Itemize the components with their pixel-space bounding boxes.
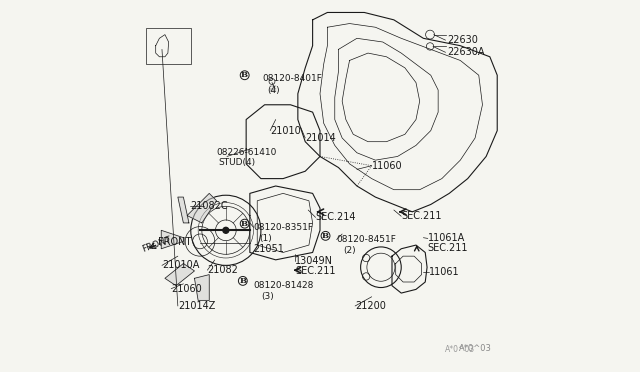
Text: 08120-8351F: 08120-8351F [253, 223, 314, 232]
Text: 08120-8401F: 08120-8401F [263, 74, 323, 83]
Text: 11061A: 11061A [428, 233, 465, 243]
Polygon shape [195, 275, 209, 301]
Text: 08120-81428: 08120-81428 [253, 281, 314, 290]
Polygon shape [178, 197, 189, 223]
Text: 21014: 21014 [305, 133, 336, 143]
Polygon shape [187, 193, 216, 223]
Text: 11060: 11060 [372, 161, 403, 171]
Text: 21200: 21200 [355, 301, 386, 311]
Text: 11061: 11061 [429, 267, 460, 277]
Circle shape [223, 227, 229, 233]
Text: SEC.211: SEC.211 [295, 266, 335, 276]
Text: SEC.211: SEC.211 [401, 211, 442, 221]
Text: 21051: 21051 [253, 244, 284, 254]
Text: (3): (3) [262, 292, 275, 301]
Text: B: B [241, 71, 248, 79]
Text: FRONT: FRONT [141, 235, 173, 254]
Text: (1): (1) [259, 234, 272, 243]
Text: 21010A: 21010A [162, 260, 199, 270]
Text: STUD(4): STUD(4) [218, 157, 255, 167]
Text: 13049N: 13049N [295, 256, 333, 266]
Text: (2): (2) [343, 246, 356, 255]
Polygon shape [161, 230, 184, 249]
Text: 21082: 21082 [207, 265, 238, 275]
Text: B: B [239, 277, 246, 285]
Text: 21014Z: 21014Z [178, 301, 215, 311]
Text: 22630A: 22630A [447, 47, 485, 57]
Text: B: B [322, 232, 329, 240]
Text: FRONT: FRONT [157, 237, 191, 247]
Text: SEC.211: SEC.211 [428, 243, 468, 253]
Text: 21082C: 21082C [190, 201, 228, 211]
Text: (4): (4) [268, 86, 280, 94]
Text: 21060: 21060 [172, 283, 202, 294]
Text: A*0^03: A*0^03 [445, 345, 475, 354]
Bar [147, 28, 191, 64]
Polygon shape [165, 263, 195, 286]
Text: 21010: 21010 [270, 126, 301, 136]
Text: A*0^03: A*0^03 [458, 344, 492, 353]
Text: B: B [241, 219, 248, 228]
Text: 08226-61410: 08226-61410 [216, 148, 276, 157]
Text: SEC.214: SEC.214 [316, 212, 356, 222]
Text: 22630: 22630 [447, 35, 478, 45]
Text: 08120-8451F: 08120-8451F [337, 235, 397, 244]
